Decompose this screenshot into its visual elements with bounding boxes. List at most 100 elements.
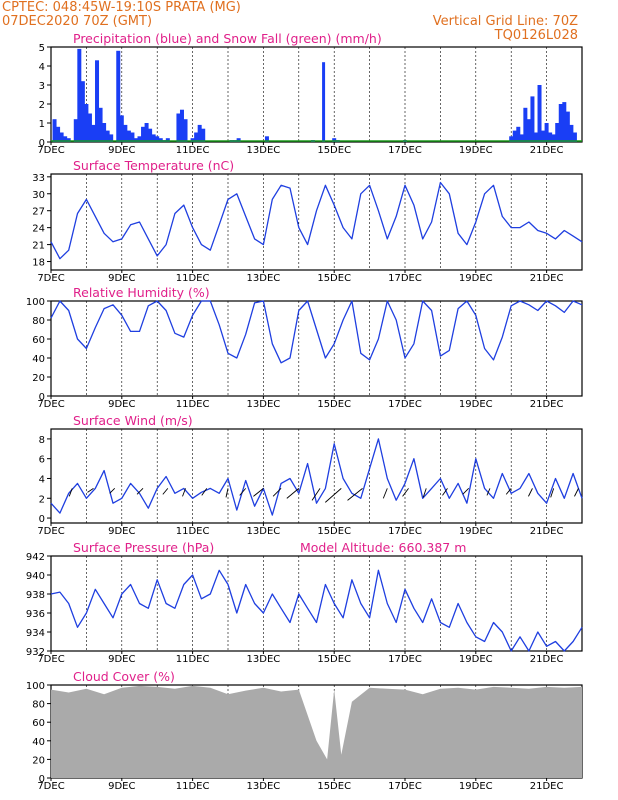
- precip-bar: [183, 119, 188, 142]
- precip-bar: [530, 96, 535, 142]
- ytick-label-1-3: 27: [32, 207, 45, 218]
- header-model: TQ0126L028: [494, 28, 578, 43]
- precip-bar: [523, 107, 528, 142]
- wind-arrow: [422, 488, 427, 498]
- xtick-label-0-2: 11DEC: [176, 145, 210, 156]
- ytick-label-0-4: 4: [39, 62, 45, 73]
- panel-title-3: Surface Wind (m/s): [73, 413, 193, 428]
- precip-bar: [123, 124, 128, 142]
- xtick-label-1-6: 19DEC: [459, 273, 493, 284]
- precip-bar: [133, 138, 138, 142]
- xtick-label-4-2: 11DEC: [176, 654, 210, 665]
- precip-bar: [102, 123, 107, 142]
- wind-arrow: [550, 488, 555, 498]
- ytick-label-4-4: 940: [26, 571, 45, 582]
- xtick-label-5-0: 7DEC: [37, 781, 64, 792]
- wind-arrow: [442, 488, 448, 496]
- xtick-label-5-3: 13DEC: [247, 781, 281, 792]
- xtick-label-1-5: 17DEC: [388, 273, 422, 284]
- precip-bar: [562, 102, 567, 142]
- wind-arrow: [109, 488, 116, 494]
- panel-frame-1: [50, 173, 583, 271]
- xtick-label-3-2: 11DEC: [176, 526, 210, 537]
- precip-bar: [141, 126, 146, 142]
- precip-bar: [551, 134, 556, 142]
- header-grid-line: Vertical Grid Line: 70Z: [432, 14, 578, 29]
- series-line-4: [50, 569, 583, 652]
- xtick-label-5-7: 21DEC: [530, 781, 564, 792]
- xtick-label-1-7: 21DEC: [530, 273, 564, 284]
- precip-bar: [95, 60, 100, 142]
- precip-bar: [137, 136, 142, 142]
- wind-arrow: [272, 488, 282, 497]
- precip-bar: [91, 124, 96, 142]
- xtick-label-4-4: 15DEC: [317, 654, 351, 665]
- xtick-label-5-4: 15DEC: [317, 781, 351, 792]
- ytick-label-1-5: 33: [32, 173, 45, 184]
- ytick-label-1-1: 21: [32, 241, 45, 252]
- ytick-label-2-1: 20: [32, 373, 45, 384]
- wind-arrow: [225, 488, 229, 498]
- panel-frame-4: [50, 555, 583, 652]
- precip-bar: [558, 104, 563, 142]
- panel-title-0: Precipitation (blue) and Snow Fall (gree…: [73, 31, 382, 46]
- panel-title-4: Surface Pressure (hPa): [73, 540, 214, 555]
- xtick-label-2-7: 21DEC: [530, 399, 564, 410]
- series-4: [50, 569, 583, 652]
- precip-bar: [537, 85, 542, 142]
- series-line-2: [50, 300, 583, 364]
- ytick-label-5-2: 40: [32, 737, 45, 748]
- ytick-label-2-3: 60: [32, 335, 45, 346]
- precip-bar: [80, 81, 85, 142]
- precip-bar: [197, 124, 202, 142]
- precip-bar: [201, 128, 206, 142]
- ytick-label-0-5: 5: [39, 43, 45, 54]
- ytick-label-5-5: 100: [26, 681, 45, 692]
- ytick-label-4-2: 936: [26, 609, 45, 620]
- ytick-label-4-1: 934: [26, 628, 45, 639]
- xtick-label-1-2: 11DEC: [176, 273, 210, 284]
- xtick-label-0-7: 21DEC: [530, 145, 564, 156]
- precip-bar: [59, 132, 64, 142]
- xtick-label-0-5: 17DEC: [388, 145, 422, 156]
- xtick-label-0-3: 13DEC: [247, 145, 281, 156]
- precip-bar: [155, 136, 160, 142]
- wind-arrow: [505, 488, 512, 495]
- series-0: [51, 48, 582, 143]
- panel-frame-2: [50, 300, 583, 397]
- precip-bar: [509, 136, 514, 142]
- ytick-label-5-0: 0: [39, 774, 45, 785]
- xtick-label-5-2: 11DEC: [176, 781, 210, 792]
- precip-bar: [526, 119, 531, 142]
- panel-title-1: Surface Temperature (nC): [73, 158, 234, 173]
- wind-arrow: [462, 488, 470, 495]
- wind-arrow: [87, 487, 94, 493]
- wind-arrow: [239, 488, 247, 496]
- xtick-label-4-1: 9DEC: [108, 654, 135, 665]
- xtick-label-5-6: 19DEC: [459, 781, 493, 792]
- wind-arrow: [201, 488, 208, 496]
- xtick-label-1-3: 13DEC: [247, 273, 281, 284]
- wind-arrow: [162, 488, 169, 495]
- panel-title-2: Relative Humidity (%): [73, 285, 210, 300]
- ytick-label-1-4: 30: [32, 190, 45, 201]
- xtick-label-2-3: 13DEC: [247, 399, 281, 410]
- ytick-label-2-5: 100: [26, 297, 45, 308]
- xtick-label-2-0: 7DEC: [37, 399, 64, 410]
- xtick-label-4-7: 21DEC: [530, 654, 564, 665]
- precip-bar: [84, 104, 89, 142]
- wind-arrow: [402, 488, 409, 497]
- precip-bar: [176, 113, 181, 142]
- precip-bar: [158, 138, 163, 142]
- panel-frame-3: [50, 428, 583, 524]
- panel-frame-0: [50, 46, 583, 143]
- wind-arrow: [528, 488, 533, 497]
- precip-bar: [565, 111, 570, 142]
- precip-bar: [194, 132, 199, 142]
- xtick-label-0-1: 9DEC: [108, 145, 135, 156]
- precip-bar: [116, 50, 121, 142]
- xtick-label-1-1: 9DEC: [108, 273, 135, 284]
- precip-bar: [151, 134, 156, 142]
- precip-bar: [548, 132, 553, 142]
- ytick-label-5-3: 60: [32, 718, 45, 729]
